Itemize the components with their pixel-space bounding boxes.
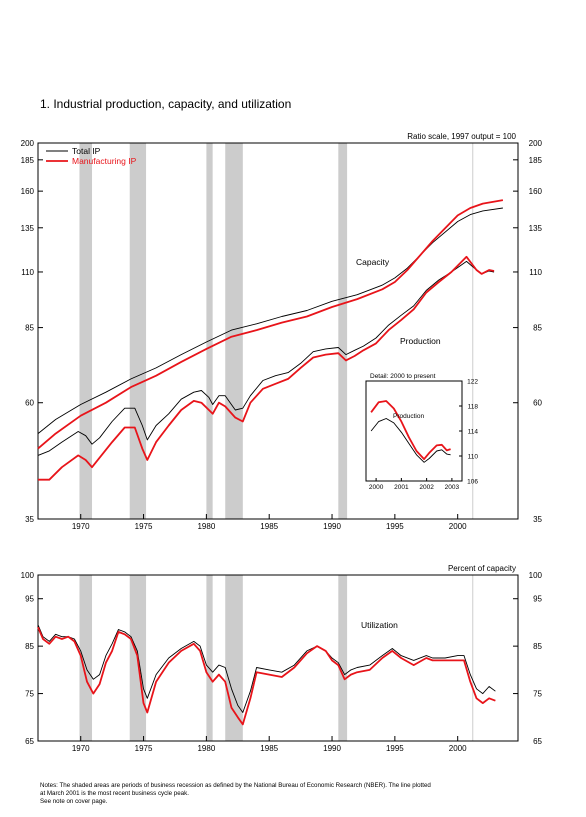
recession-band [79, 575, 93, 741]
top-series-lines [37, 199, 504, 481]
y-tick-label-right: 85 [533, 324, 542, 333]
y-tick-label-right: 135 [529, 224, 543, 233]
inset-x-tick-label: 2000 [369, 484, 384, 491]
legend-total-label: Total IP [72, 146, 101, 156]
x-tick-label: 1975 [135, 522, 153, 531]
x-tick-label: 1975 [135, 744, 153, 753]
y-tick-label-left: 85 [25, 642, 34, 651]
x-tick-label: 2000 [449, 744, 467, 753]
inset-y-tick-label: 122 [467, 379, 478, 386]
x-tick-label: 1985 [260, 744, 278, 753]
series-capacity-manufacturing [37, 199, 504, 450]
recession-band [225, 575, 243, 741]
bottom-series-lines [37, 624, 496, 726]
x-tick-label: 1985 [260, 522, 278, 531]
legend: Total IP Manufacturing IP [46, 146, 137, 166]
recession-band [338, 143, 348, 519]
note-line-2: at March 2001 is the most recent busines… [40, 790, 189, 797]
y-tick-label-right: 35 [533, 515, 542, 524]
note-line-3: See note on cover page. [40, 798, 108, 805]
x-tick-label: 1980 [197, 744, 215, 753]
recession-band [225, 143, 243, 519]
y-tick-label-left: 75 [25, 690, 34, 699]
inset-y-tick-label: 118 [468, 404, 479, 411]
y-tick-label-right: 60 [533, 399, 542, 408]
bottom-axis-ticks: 65 65 75 75 85 85 95 95 100 100 1970 1975 1980 1985 19… [21, 571, 543, 753]
x-tick-label: 1995 [386, 522, 404, 531]
bottom-plot-frame [37, 574, 519, 742]
inset-x-tick-label: 2001 [394, 484, 409, 491]
recession-band [206, 575, 213, 741]
y-tick-label-left: 185 [21, 156, 35, 165]
inset-y-tick-label: 110 [468, 454, 479, 461]
inset-x-tick-label: 2003 [445, 484, 460, 491]
x-tick-label: 1970 [72, 522, 90, 531]
inset-background [366, 380, 462, 484]
y-tick-label-left: 160 [21, 187, 35, 196]
production-annotation: Production [400, 336, 441, 346]
figure-title: 1. Industrial production, capacity, and … [40, 97, 291, 111]
utilization-series-manufacturing [37, 626, 496, 726]
inset-axis-ticks: 106 110 114 118 122 2000 2001 2002 2003 [369, 379, 479, 492]
series-capacity-total [37, 207, 503, 434]
recession-band [129, 143, 147, 519]
top-plot-frame [37, 142, 519, 520]
inset-series-manufacturing [370, 400, 451, 460]
y-tick-label-right: 185 [529, 156, 543, 165]
top-recession-bands [79, 143, 348, 519]
y-tick-label-left: 60 [25, 399, 34, 408]
y-tick-label-left: 95 [25, 595, 34, 604]
series-production-manufacturing [38, 255, 495, 481]
y-tick-label-right: 110 [529, 268, 542, 277]
x-tick-label: 1980 [197, 522, 215, 531]
y-tick-label-left: 65 [25, 737, 34, 746]
y-tick-label-right: 200 [529, 139, 543, 148]
y-tick-label-right: 65 [533, 737, 542, 746]
x-tick-label: 1970 [72, 744, 90, 753]
inset-production-label: Production [393, 413, 424, 420]
recession-band [79, 143, 93, 519]
bottom-unit-label: Percent of capacity [448, 564, 516, 573]
inset-y-tick-label: 106 [467, 479, 478, 486]
bottom-panel: 65 65 75 75 85 85 95 95 100 100 1970 1975 1980 1985 19… [21, 564, 543, 753]
y-tick-label-right: 75 [533, 690, 542, 699]
series-production-total [37, 260, 495, 456]
top-unit-label: Ratio scale, 1997 output = 100 [407, 132, 516, 141]
y-tick-label-left: 110 [21, 268, 34, 277]
x-tick-label: 1990 [323, 522, 341, 531]
inset-chart: Detail: 2000 to present 106 110 114 118 122 2… [365, 373, 479, 492]
y-tick-label-right: 85 [533, 642, 542, 651]
x-tick-label: 1995 [386, 744, 404, 753]
y-tick-label-right: 95 [533, 595, 542, 604]
x-tick-label: 2000 [449, 522, 467, 531]
legend-manufacturing-label: Manufacturing IP [72, 156, 137, 166]
inset-y-tick-label: 114 [468, 429, 479, 436]
y-tick-label-left: 35 [25, 515, 34, 524]
inset-series-total [370, 418, 451, 463]
y-tick-label-right: 160 [529, 187, 543, 196]
utilization-annotation: Utilization [361, 620, 398, 630]
inset-x-tick-label: 2002 [419, 484, 434, 491]
y-tick-label-right: 100 [529, 571, 543, 580]
recession-band [338, 575, 348, 741]
notes: Notes: The shaded areas are periods of b… [40, 782, 431, 805]
inset-title: Detail: 2000 to present [370, 373, 436, 380]
y-tick-label-left: 135 [21, 224, 35, 233]
inset-series-lines [370, 400, 451, 463]
capacity-annotation: Capacity [356, 257, 390, 267]
note-line-1: Notes: The shaded areas are periods of b… [40, 782, 431, 789]
y-tick-label-left: 200 [21, 139, 35, 148]
utilization-series-total [37, 624, 496, 713]
y-tick-label-left: 85 [25, 324, 34, 333]
bottom-recession-bands [79, 575, 348, 741]
y-tick-label-left: 100 [21, 571, 35, 580]
x-tick-label: 1990 [323, 744, 341, 753]
recession-band [206, 143, 213, 519]
